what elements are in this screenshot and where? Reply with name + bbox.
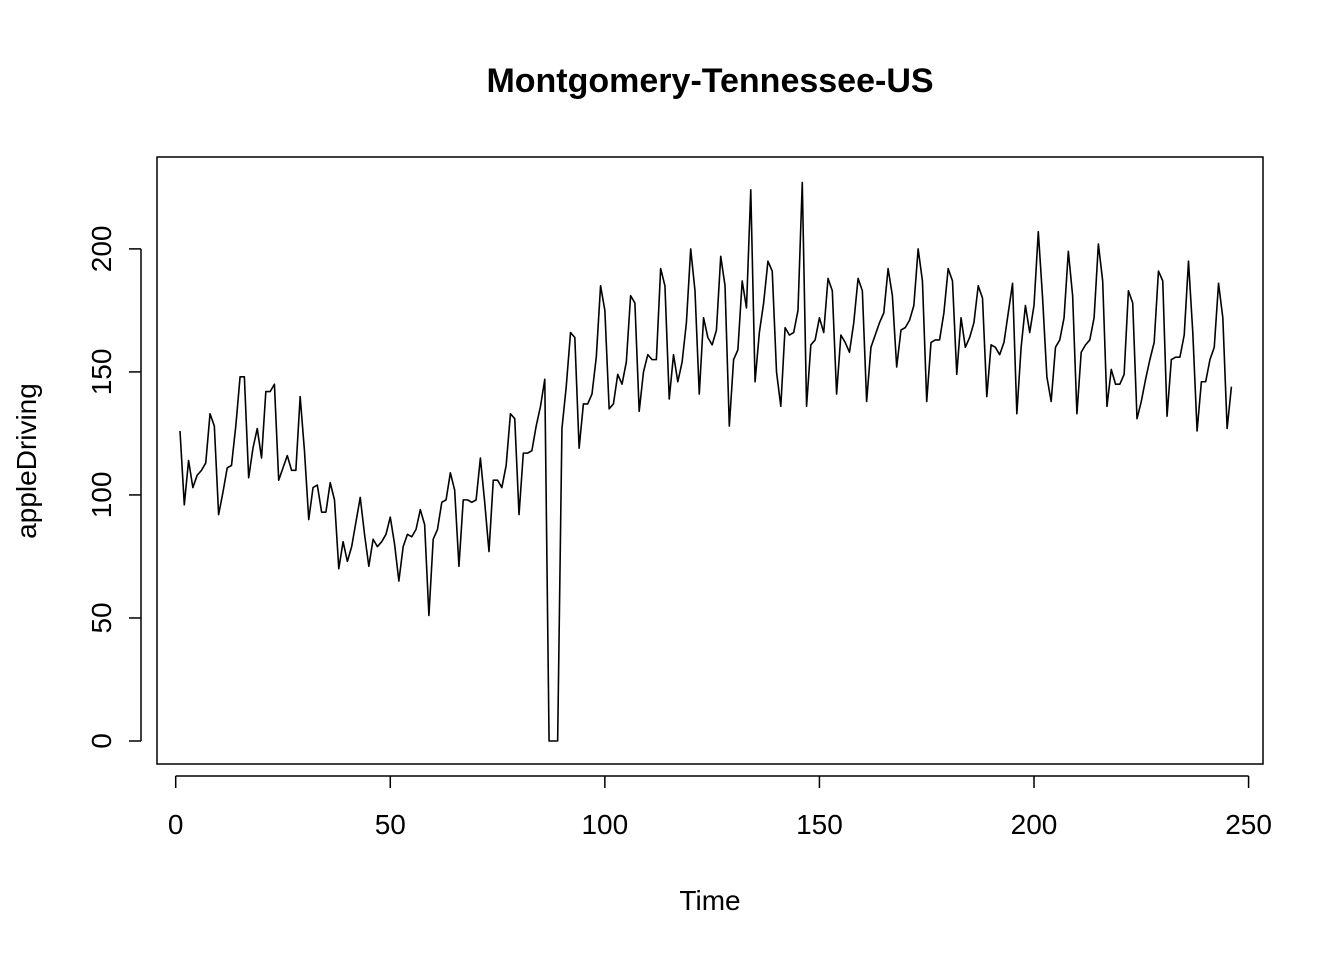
y-tick-label: 100 <box>86 472 117 519</box>
x-axis-label: Time <box>679 885 740 916</box>
x-tick-label: 200 <box>1011 809 1058 840</box>
y-tick-label: 200 <box>86 226 117 273</box>
y-tick-label: 50 <box>86 602 117 633</box>
series-line <box>179 181 1233 742</box>
y-axis-label: appleDriving <box>11 383 42 539</box>
x-tick-label: 250 <box>1225 809 1272 840</box>
y-axis: 0 50 100 150 200 <box>86 226 142 749</box>
x-tick-label: 100 <box>581 809 628 840</box>
plot-frame <box>156 156 1264 765</box>
y-tick-label: 0 <box>86 733 117 749</box>
x-tick-label: 50 <box>375 809 406 840</box>
x-tick-label: 150 <box>796 809 843 840</box>
chart-title: Montgomery-Tennessee-US <box>486 62 933 100</box>
x-axis: 0 50 100 150 200 250 <box>168 775 1272 840</box>
y-tick-label: 150 <box>86 349 117 396</box>
x-tick-label: 0 <box>168 809 184 840</box>
